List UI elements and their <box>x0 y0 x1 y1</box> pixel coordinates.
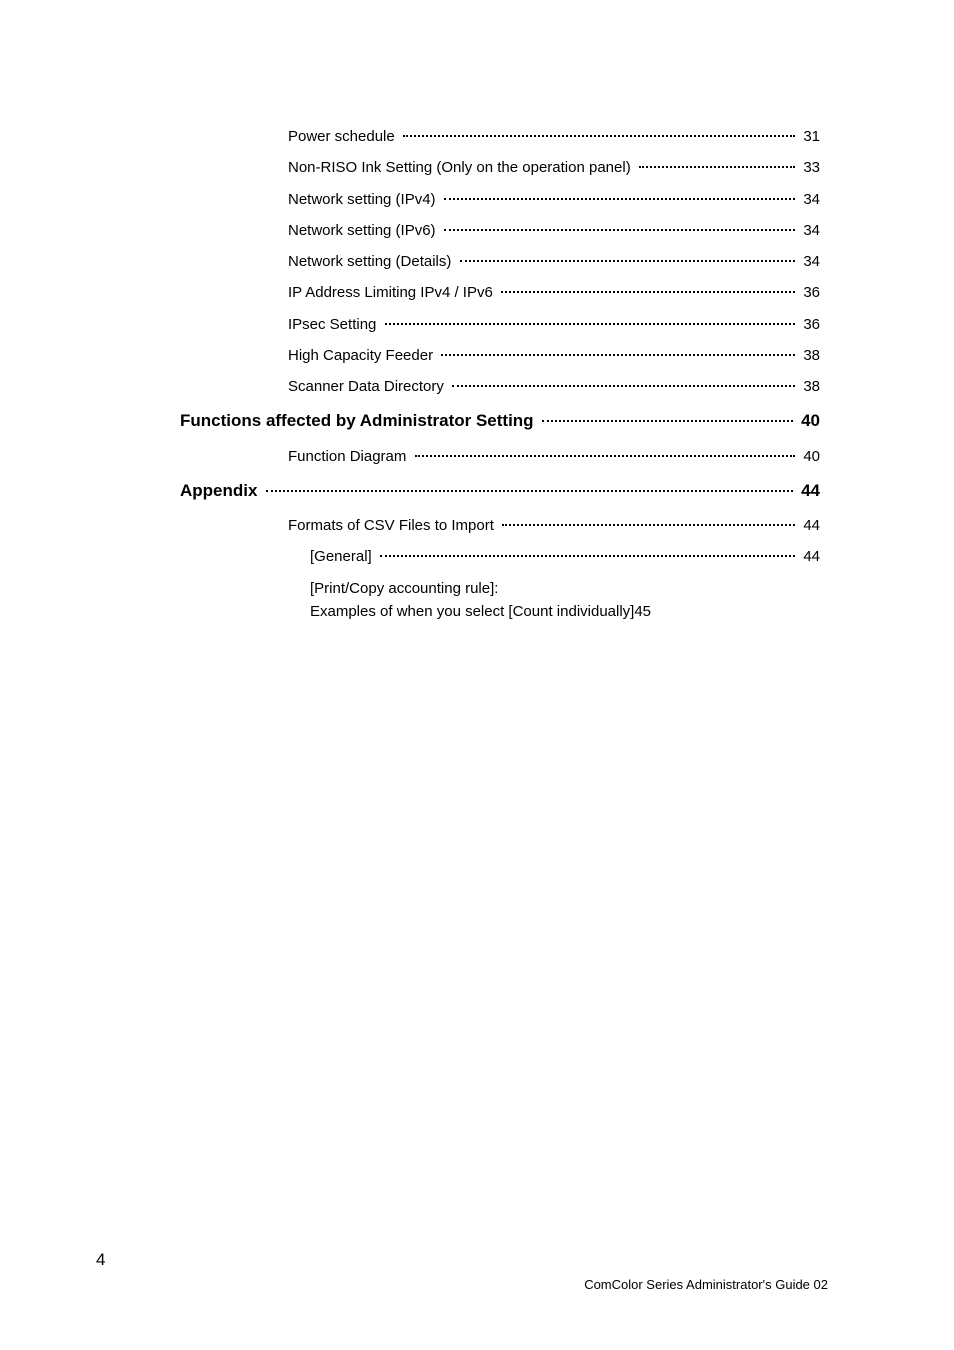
toc-entry-page: 34 <box>799 219 820 242</box>
toc-entry-page: 40 <box>799 445 820 468</box>
footer-page-number: 4 <box>96 1250 105 1270</box>
toc-entry-label: Scanner Data Directory <box>288 375 448 398</box>
toc-leader-dots <box>403 135 795 137</box>
toc-leader-dots <box>266 490 793 492</box>
toc-leader-dots <box>502 524 795 526</box>
toc-entry-page: 38 <box>799 344 820 367</box>
toc-entry-label: Network setting (IPv6) <box>288 219 440 242</box>
toc-entry[interactable]: [Print/Copy accounting rule]:Examples of… <box>180 577 820 624</box>
toc-entry-label: Formats of CSV Files to Import <box>288 514 498 537</box>
toc-entry-label: Function Diagram <box>288 445 411 468</box>
toc-entry-label: [General] <box>310 545 376 568</box>
toc-entry-label: IP Address Limiting IPv4 / IPv6 <box>288 281 497 304</box>
toc-entry-label: High Capacity Feeder <box>288 344 437 367</box>
toc-leader-dots <box>460 260 796 262</box>
toc-entry-label-line2: Examples of when you select [Count indiv… <box>310 600 634 623</box>
toc-leader-dots <box>542 420 793 422</box>
toc-entry-page: 34 <box>799 188 820 211</box>
toc-entry[interactable]: Function Diagram 40 <box>180 445 820 468</box>
toc-entry[interactable]: Network setting (IPv6) 34 <box>180 219 820 242</box>
toc-leader-dots <box>452 385 795 387</box>
page-container: Power schedule 31 Non-RISO Ink Setting (O… <box>0 0 954 1350</box>
toc-leader-dots <box>380 555 795 557</box>
toc-entry[interactable]: IP Address Limiting IPv4 / IPv6 36 <box>180 281 820 304</box>
toc-leader-dots <box>501 291 795 293</box>
toc-leader-dots <box>385 323 796 325</box>
toc-entry-label: Network setting (Details) <box>288 250 456 273</box>
toc-leader-dots <box>444 229 796 231</box>
toc-leader-dots <box>415 455 796 457</box>
toc-entry[interactable]: Appendix 44 <box>180 478 820 504</box>
toc-entry-label: Functions affected by Administrator Sett… <box>180 408 538 434</box>
toc-entry-label-line1: [Print/Copy accounting rule]: <box>180 577 820 600</box>
toc-entry[interactable]: Power schedule 31 <box>180 125 820 148</box>
toc-entry-label: Non-RISO Ink Setting (Only on the operat… <box>288 156 635 179</box>
footer-text: ComColor Series Administrator's Guide 02 <box>584 1277 828 1292</box>
toc-entry-page: 44 <box>799 545 820 568</box>
toc-entry[interactable]: Network setting (Details) 34 <box>180 250 820 273</box>
toc-entry[interactable]: Scanner Data Directory 38 <box>180 375 820 398</box>
toc-entry-page: 34 <box>799 250 820 273</box>
toc-entry-label-line2-row: Examples of when you select [Count indiv… <box>180 600 820 623</box>
table-of-contents: Power schedule 31 Non-RISO Ink Setting (O… <box>180 125 820 623</box>
toc-leader-dots <box>639 166 795 168</box>
toc-entry-page: 40 <box>797 408 820 434</box>
toc-entry[interactable]: Functions affected by Administrator Sett… <box>180 408 820 434</box>
toc-entry[interactable]: High Capacity Feeder 38 <box>180 344 820 367</box>
toc-entry-page: 36 <box>799 281 820 304</box>
toc-entry-label: IPsec Setting <box>288 313 381 336</box>
toc-entry-page: 44 <box>799 514 820 537</box>
toc-entry-label: Network setting (IPv4) <box>288 188 440 211</box>
toc-entry-label: Appendix <box>180 478 262 504</box>
toc-entry-page: 38 <box>799 375 820 398</box>
toc-entry-page: 36 <box>799 313 820 336</box>
toc-entry-page: 44 <box>797 478 820 504</box>
toc-entry[interactable]: [General] 44 <box>180 545 820 568</box>
toc-entry[interactable]: Formats of CSV Files to Import 44 <box>180 514 820 537</box>
toc-entry[interactable]: IPsec Setting 36 <box>180 313 820 336</box>
toc-leader-dots <box>441 354 795 356</box>
toc-entry[interactable]: Network setting (IPv4) 34 <box>180 188 820 211</box>
toc-entry-page: 45 <box>634 600 651 623</box>
toc-entry-page: 33 <box>799 156 820 179</box>
toc-entry-label: Power schedule <box>288 125 399 148</box>
toc-entry-page: 31 <box>799 125 820 148</box>
toc-leader-dots <box>444 198 796 200</box>
toc-entry[interactable]: Non-RISO Ink Setting (Only on the operat… <box>180 156 820 179</box>
